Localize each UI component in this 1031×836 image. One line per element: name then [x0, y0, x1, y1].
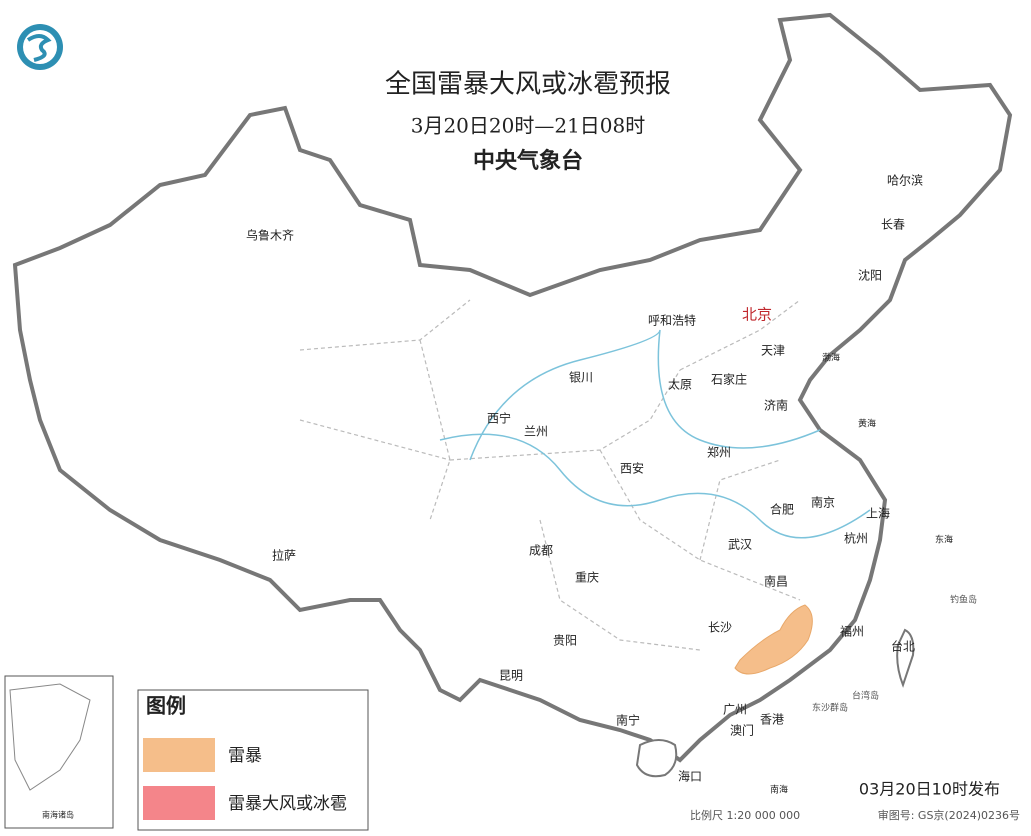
province-borders	[299, 299, 801, 651]
city: 银川	[569, 371, 593, 385]
inset-title: 南海诸岛	[42, 810, 74, 820]
legend-swatch	[143, 786, 215, 820]
city: 呼和浩特	[648, 313, 696, 328]
country-outline	[12, 12, 1013, 763]
published: 03月20日10时发布	[859, 780, 1000, 799]
city: 成都	[529, 544, 553, 558]
city: 香港	[760, 713, 784, 727]
sea: 东海	[935, 534, 953, 546]
sea: 黄海	[858, 418, 876, 430]
city: 广州	[723, 703, 747, 717]
city: 长春	[881, 218, 905, 232]
city-labels: 乌鲁木齐 哈尔滨 长春 沈阳 呼和浩特 北京 天津 银川 太原 石家庄 济南 西…	[246, 173, 923, 784]
city: 哈尔滨	[887, 173, 923, 188]
city: 长沙	[708, 621, 732, 635]
period: 3月20日20时—21日08时	[411, 114, 646, 138]
legend-label: 雷暴	[228, 746, 262, 766]
city: 沈阳	[858, 268, 882, 283]
inset-map	[9, 683, 91, 791]
city: 乌鲁木齐	[246, 228, 294, 243]
legend-title: 图例	[146, 694, 186, 718]
city: 台北	[891, 639, 915, 654]
city: 郑州	[707, 445, 731, 460]
approval: 审图号: GS京(2024)0236号	[878, 808, 1020, 822]
city: 合肥	[770, 502, 794, 517]
city: 天津	[761, 344, 785, 358]
city: 重庆	[575, 571, 599, 585]
legend-label: 雷暴大风或冰雹	[228, 794, 347, 814]
city: 南昌	[764, 574, 788, 589]
city: 南宁	[616, 713, 640, 728]
city: 海口	[678, 769, 702, 784]
logo-mark	[26, 34, 52, 62]
yellow-river	[469, 329, 821, 461]
city: 上海	[866, 506, 890, 521]
island: 东沙群岛	[812, 702, 848, 714]
yangtze	[439, 433, 871, 539]
city: 昆明	[499, 669, 523, 683]
issuer: 中央气象台	[473, 148, 583, 174]
island: 台湾岛	[852, 690, 879, 702]
sea: 渤海	[822, 352, 840, 364]
city: 贵阳	[553, 634, 577, 648]
sea: 南海	[770, 784, 788, 796]
city: 南京	[811, 495, 835, 510]
city: 济南	[764, 398, 788, 413]
legend-swatch	[143, 738, 215, 772]
thunderstorm-area	[734, 604, 813, 675]
capital: 北京	[742, 306, 772, 324]
title: 全国雷暴大风或冰雹预报	[385, 70, 671, 100]
sea-labels: 渤海 黄海 东海 南海 台湾岛 钓鱼岛 东沙群岛	[770, 352, 977, 796]
city: 兰州	[524, 425, 548, 439]
city: 太原	[668, 377, 692, 392]
city: 西宁	[487, 411, 511, 426]
city: 石家庄	[711, 372, 747, 387]
hainan	[635, 739, 678, 778]
city: 澳门	[730, 723, 754, 738]
city: 杭州	[844, 531, 868, 546]
scale: 比例尺 1:20 000 000	[690, 808, 800, 822]
city: 西安	[620, 461, 644, 476]
city: 武汉	[728, 538, 752, 552]
island: 钓鱼岛	[950, 594, 977, 606]
taiwan	[896, 628, 915, 688]
city: 拉萨	[272, 548, 296, 563]
city: 福州	[840, 624, 864, 639]
